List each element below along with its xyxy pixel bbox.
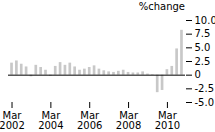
svg-text:7.5: 7.5 bbox=[195, 28, 211, 39]
svg-text:0: 0 bbox=[195, 69, 201, 80]
svg-text:-2.5: -2.5 bbox=[195, 83, 215, 94]
svg-text:Mar2010: Mar2010 bbox=[155, 110, 180, 131]
svg-text:5.0: 5.0 bbox=[195, 42, 211, 53]
svg-text:Mar2002: Mar2002 bbox=[0, 110, 25, 131]
svg-text:-5.0: -5.0 bbox=[195, 97, 215, 108]
svg-text:2.5: 2.5 bbox=[195, 56, 211, 67]
html-text:%change: %change bbox=[138, 1, 185, 12]
svg-text:10.0: 10.0 bbox=[195, 15, 215, 26]
svg-text:Mar2008: Mar2008 bbox=[116, 110, 141, 131]
svg-text:Mar2006: Mar2006 bbox=[77, 110, 102, 131]
svg-text:Mar2004: Mar2004 bbox=[38, 110, 63, 131]
